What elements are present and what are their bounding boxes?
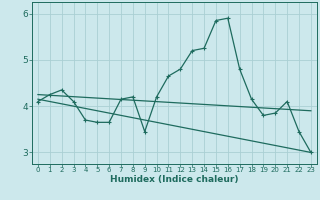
X-axis label: Humidex (Indice chaleur): Humidex (Indice chaleur) xyxy=(110,175,239,184)
